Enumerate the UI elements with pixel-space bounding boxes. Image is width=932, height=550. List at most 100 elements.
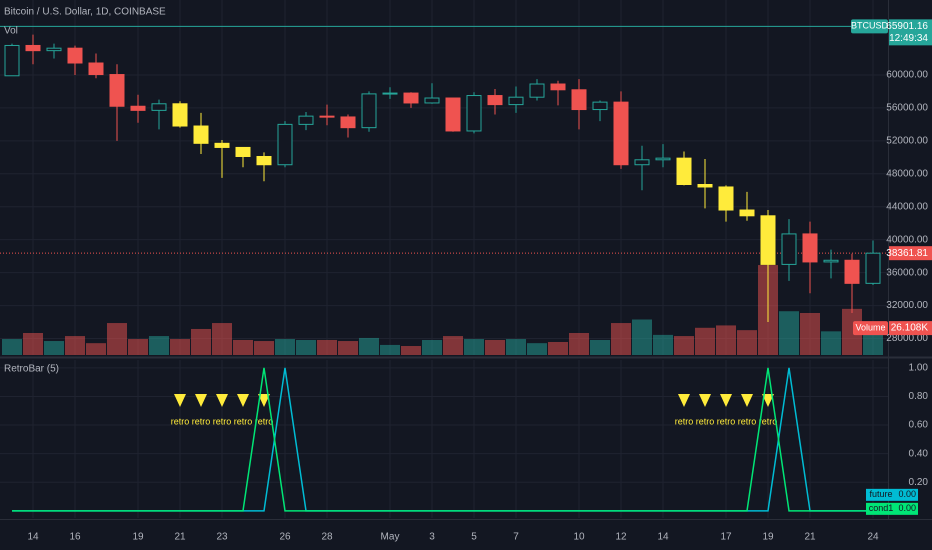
volume-bar — [527, 343, 547, 355]
series-tag-name: cond1 — [869, 503, 894, 513]
x-tick-label: 16 — [69, 532, 81, 543]
volume-bar — [674, 336, 694, 355]
retro-marker — [174, 394, 186, 407]
volume-bar — [212, 323, 232, 355]
volume-bar — [86, 343, 106, 355]
retro-marker — [762, 394, 774, 407]
volume-bar — [338, 341, 358, 355]
candle-body — [697, 184, 713, 188]
symbol-tag-text: BTCUSD — [851, 21, 889, 31]
countdown-text: 12:49:34 — [889, 33, 928, 44]
price-tag — [889, 19, 932, 46]
symbol-tag — [851, 19, 888, 34]
x-tick-label: 17 — [720, 532, 732, 543]
candle-body — [25, 44, 41, 52]
y-tick-label: 44000.00 — [886, 201, 928, 212]
candle-body — [550, 83, 566, 91]
volume-bar — [695, 327, 715, 355]
candle-body — [67, 47, 83, 64]
candle-body — [676, 157, 692, 186]
candle-body — [844, 259, 860, 284]
y-tick-label: 0.60 — [909, 420, 929, 431]
candle-body — [88, 62, 104, 76]
volume-bar — [401, 346, 421, 355]
volume-bar — [65, 336, 85, 355]
candle-body — [4, 44, 20, 77]
candle-body — [865, 252, 881, 284]
series-value-text: 0.00 — [898, 503, 916, 513]
volume-bar — [2, 339, 22, 355]
volume-tag-text: Volume — [855, 322, 885, 332]
candle-body — [214, 142, 230, 148]
retro-label: retro — [234, 416, 253, 426]
candle-body — [277, 123, 293, 166]
x-tick-label: 5 — [471, 532, 477, 543]
volume-bar — [44, 341, 64, 355]
volume-bar — [296, 339, 316, 355]
volume-bar — [317, 339, 337, 355]
candle-body — [529, 83, 545, 98]
x-tick-label: 24 — [867, 532, 879, 543]
x-tick-label: 7 — [513, 532, 519, 543]
volume-bar — [779, 311, 799, 355]
chart-title: Bitcoin / U.S. Dollar, 1D, COINBASE — [4, 7, 166, 18]
candle-body — [739, 209, 755, 217]
x-tick-label: 3 — [429, 532, 435, 543]
retro-marker — [258, 394, 270, 407]
candle-body — [487, 95, 503, 106]
y-tick-label: 0.80 — [909, 391, 929, 402]
volume-bar — [443, 336, 463, 355]
retro-marker — [699, 394, 711, 407]
volume-bar — [191, 328, 211, 355]
y-tick-label: 40000.00 — [886, 234, 928, 245]
y-tick-label: 48000.00 — [886, 168, 928, 179]
volume-bar — [632, 319, 652, 355]
volume-bar — [821, 331, 841, 355]
volume-bar — [128, 339, 148, 355]
volume-title: Vol — [4, 26, 18, 37]
retro-label: retro — [213, 416, 232, 426]
retro-label: retro — [759, 416, 778, 426]
candle-body — [340, 116, 356, 129]
retro-label: retro — [675, 416, 694, 426]
candle-body — [424, 97, 440, 104]
volume-value-text: 26.108K — [891, 323, 929, 334]
candle-body — [508, 96, 524, 106]
volume-bar — [422, 339, 442, 355]
volume-bar — [611, 323, 631, 355]
retro-marker — [237, 394, 249, 407]
candle-body — [613, 101, 629, 166]
retro-label: retro — [192, 416, 211, 426]
candle-body — [823, 259, 839, 263]
series-value-tag — [896, 488, 918, 501]
candle-body — [130, 105, 146, 111]
candle-body — [361, 93, 377, 129]
candle-body — [718, 186, 734, 211]
candle-body — [403, 92, 419, 104]
volume-bar — [254, 341, 274, 355]
y-tick-label: 56000.00 — [886, 103, 928, 114]
volume-bar — [149, 336, 169, 355]
series-tag-name: future — [869, 489, 892, 499]
volume-bar — [569, 332, 589, 355]
x-tick-label: 21 — [174, 532, 186, 543]
candle-body — [760, 215, 776, 265]
retro-marker — [195, 394, 207, 407]
y-tick-label: 32000.00 — [886, 300, 928, 311]
candle-body — [571, 89, 587, 111]
x-tick-label: 19 — [762, 532, 774, 543]
retro-marker — [741, 394, 753, 407]
x-tick-label: 19 — [132, 532, 144, 543]
retro-marker — [216, 394, 228, 407]
x-tick-label: 12 — [615, 532, 627, 543]
volume-bar — [842, 308, 862, 355]
series-value-tag — [896, 502, 918, 515]
retro-label: retro — [171, 416, 190, 426]
y-tick-label: 52000.00 — [886, 135, 928, 146]
candle-body — [256, 155, 272, 166]
x-tick-label: 10 — [573, 532, 585, 543]
candle-body — [109, 74, 125, 107]
retro-label: retro — [738, 416, 757, 426]
candle-body — [466, 95, 482, 132]
